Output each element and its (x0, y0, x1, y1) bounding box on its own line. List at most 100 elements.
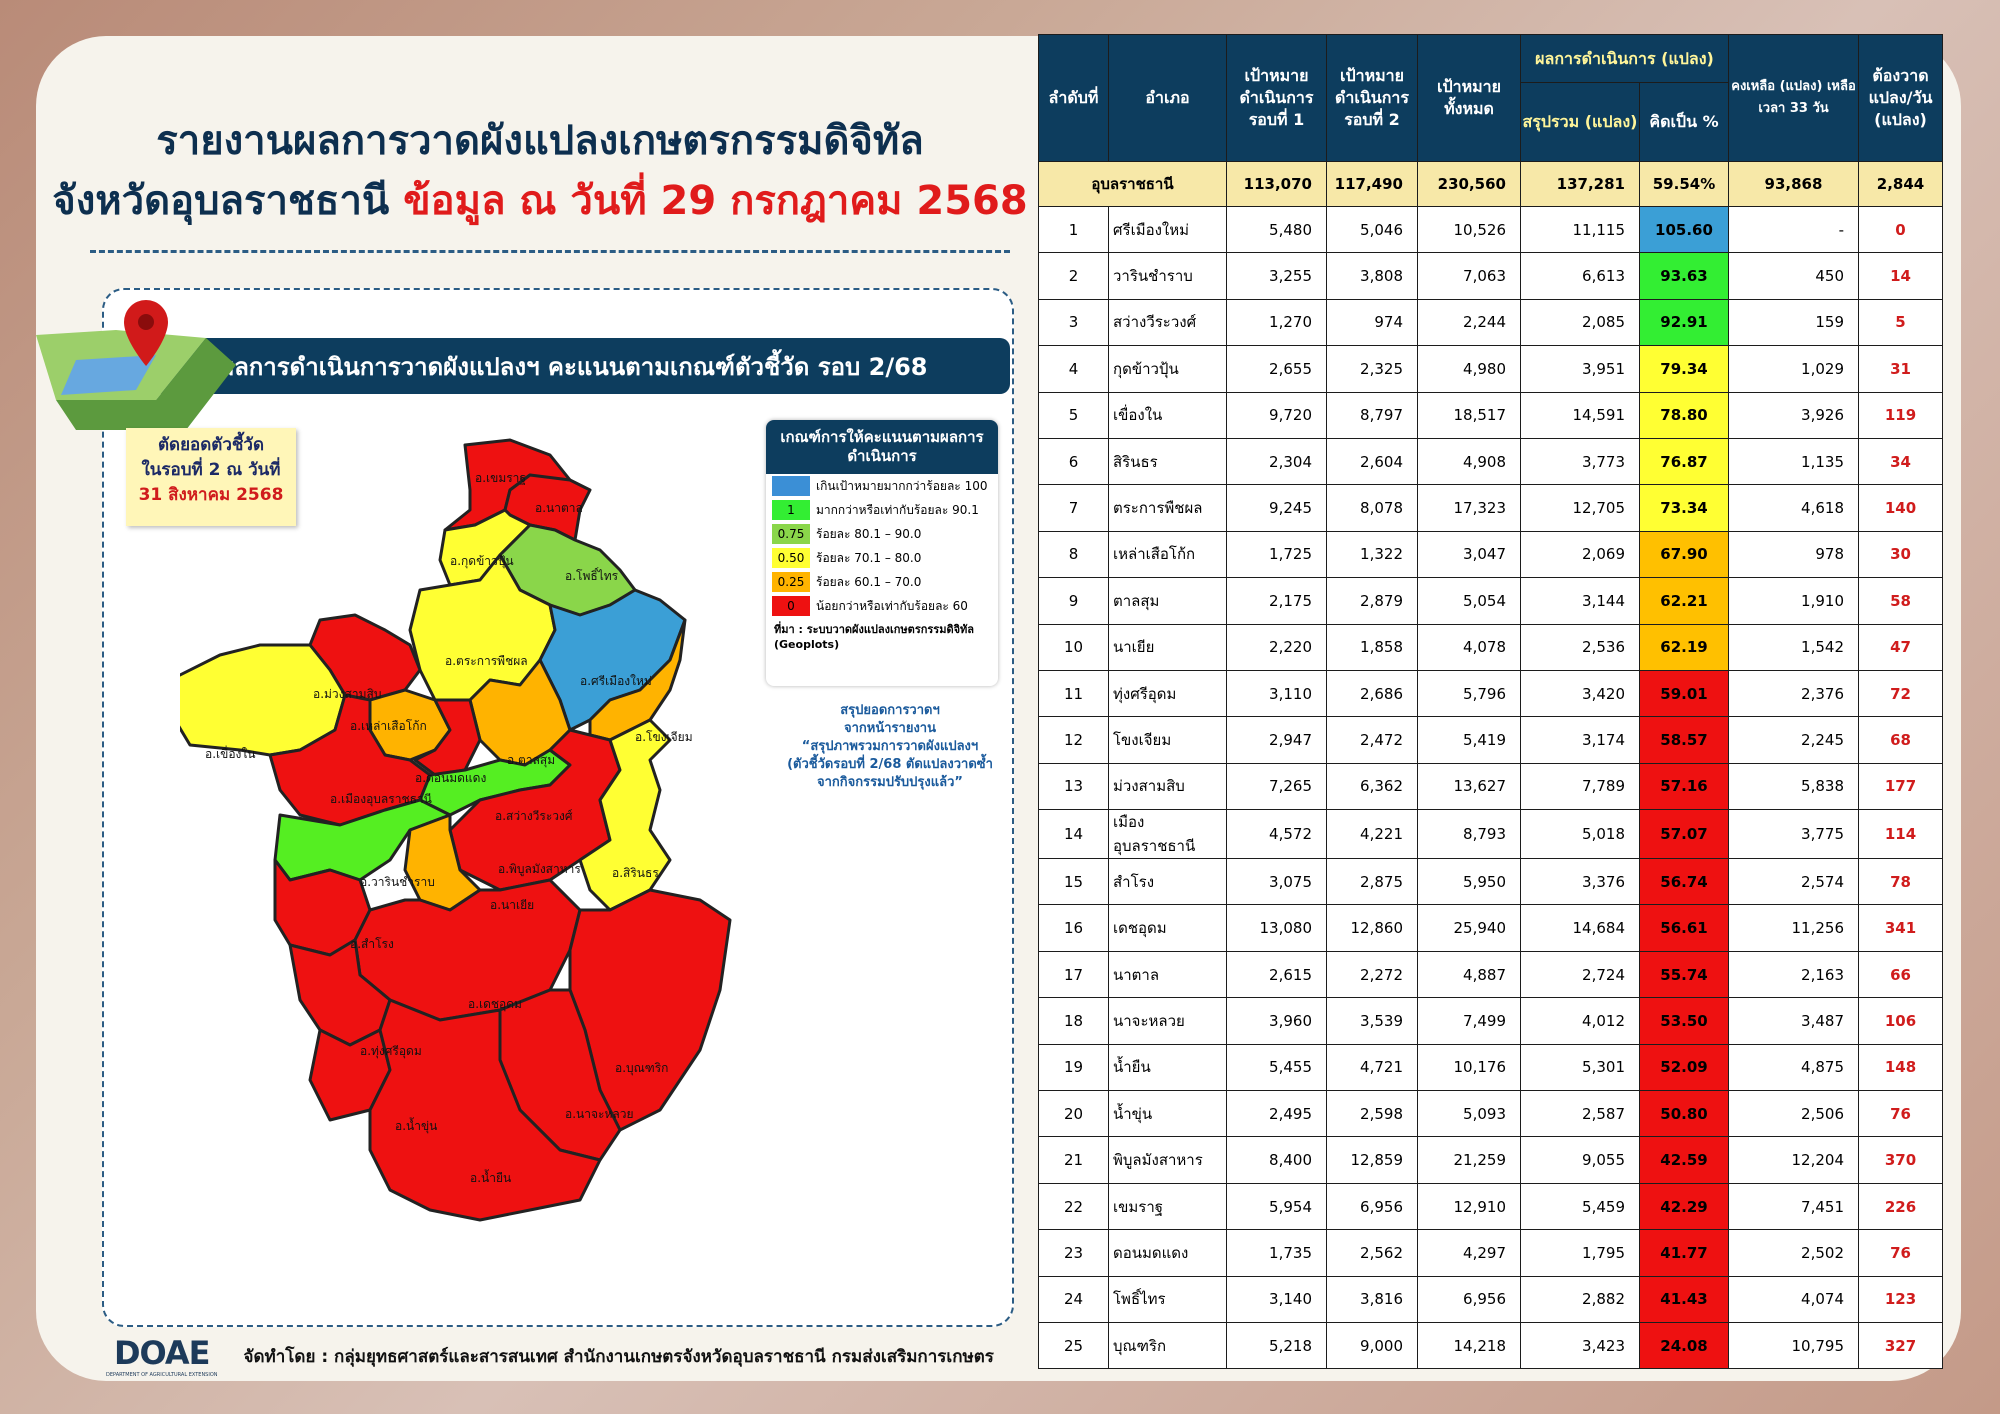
cell-target2: 3,808 (1326, 252, 1418, 300)
cell-district: ตระการพืชผล (1108, 484, 1227, 532)
district-table: ลำดับที่ อำเภอ เป้าหมายดำเนินการรอบที่ 1… (1038, 34, 1943, 1370)
legend-title: เกณฑ์การให้คะแนนตามผลการดำเนินการ (766, 420, 998, 474)
legend-row: เกินเป้าหมายมากกว่าร้อยละ 100 (766, 474, 998, 498)
cell-total: 6,956 (1417, 1275, 1521, 1323)
cell-district: เขมราฐ (1108, 1182, 1227, 1231)
col-header-result: ผลการดำเนินการ (แปลง) (1520, 34, 1729, 83)
cell-remain: 4,074 (1728, 1275, 1859, 1323)
cell-pct: 67.90 (1639, 530, 1729, 579)
cell-target2: 2,272 (1326, 950, 1418, 999)
map-label-mueang-ubon: อ.เมืองอุบลราชธานี (330, 792, 432, 807)
cell-pct: 93.63 (1639, 252, 1729, 300)
legend-row: 0.25 ร้อยละ 60.1 – 70.0 (766, 570, 998, 594)
table-row: 2 วารินชำราบ 3,255 3,808 7,063 6,613 93.63 450 1… (1038, 252, 1943, 300)
cell-target2: 8,078 (1326, 484, 1418, 532)
cell-remain: 3,487 (1728, 997, 1859, 1045)
cell-pct: 56.74 (1639, 858, 1729, 906)
cell-total: 5,419 (1417, 716, 1521, 764)
cell-pct: 55.74 (1639, 950, 1729, 999)
legend-swatch: 1 (772, 500, 810, 520)
cell-total: 10,526 (1417, 205, 1521, 254)
cell-target2: 1,858 (1326, 623, 1418, 671)
cell-sum: 3,376 (1520, 858, 1640, 906)
col-header-district: อำเภอ (1108, 34, 1227, 162)
cell-perday: 5 (1858, 298, 1943, 347)
cell-target2: 3,539 (1326, 997, 1418, 1045)
cell-no: 14 (1038, 809, 1109, 860)
table-row: 1 ศรีเมืองใหม่ 5,480 5,046 10,526 11,115 105.6… (1038, 205, 1943, 254)
cell-pct: 78.80 (1639, 391, 1729, 439)
map-label-na-chaluai: อ.นาจะหลวย (565, 1107, 633, 1121)
cell-no: 12 (1038, 716, 1109, 764)
cell-target2: 6,956 (1326, 1182, 1418, 1231)
cell-target1: 13,080 (1226, 904, 1327, 952)
cell-remain: 10,795 (1728, 1321, 1859, 1370)
col-header-remain: คงเหลือ (แปลง) เหลือเวลา 33 วัน (1728, 34, 1859, 162)
cutoff-note-line1: ตัดยอดตัวชี้วัด (157, 435, 264, 455)
legend-swatch: 0 (772, 596, 810, 616)
cell-total: 12,910 (1417, 1182, 1521, 1231)
cell-perday: 78 (1858, 858, 1943, 906)
cell-sum: 3,144 (1520, 577, 1640, 625)
cell-target1: 8,400 (1226, 1136, 1327, 1184)
cell-target2: 12,859 (1326, 1136, 1418, 1184)
cell-district: โพธิ์ไทร (1108, 1275, 1227, 1323)
cell-target1: 4,572 (1226, 809, 1327, 860)
legend-label: ร้อยละ 60.1 – 70.0 (816, 574, 922, 589)
map-label-na-yia: อ.นาเยีย (490, 898, 534, 912)
cell-target1: 2,947 (1226, 716, 1327, 764)
cell-district: เมืองอุบลราชธานี (1108, 809, 1227, 860)
cell-total: 4,980 (1417, 345, 1521, 393)
table-row: 13 ม่วงสามสิบ 7,265 6,362 13,627 7,789 57.16 5,… (1038, 762, 1943, 811)
cell-total: 13,627 (1417, 762, 1521, 811)
legend-label: ร้อยละ 70.1 – 80.0 (816, 550, 922, 565)
cell-target2: 6,362 (1326, 762, 1418, 811)
cell-target1: 1,725 (1226, 530, 1327, 579)
cell-target1: 2,495 (1226, 1090, 1327, 1138)
cell-target2: 2,472 (1326, 716, 1418, 764)
cell-pct: 62.19 (1639, 623, 1729, 671)
cell-total: 17,323 (1417, 484, 1521, 532)
col-header-pct: คิดเป็น % (1639, 82, 1729, 162)
province-remain: 93,868 (1728, 161, 1859, 207)
cell-pct: 53.50 (1639, 997, 1729, 1045)
map-banner: ผลการดำเนินการวาดผังแปลงฯ คะแนนตามเกณฑ์ต… (130, 338, 1010, 394)
cell-pct: 76.87 (1639, 437, 1729, 486)
cell-perday: 341 (1858, 904, 1943, 952)
cell-target1: 3,960 (1226, 997, 1327, 1045)
legend-swatch: 0.50 (772, 548, 810, 568)
legend-label: มากกว่าหรือเท่ากับร้อยละ 90.1 (816, 502, 979, 517)
district-sirindhorn (578, 718, 672, 912)
table-row: 9 ตาลสุม 2,175 2,879 5,054 3,144 62.21 1,910 58 (1038, 577, 1943, 625)
cell-district: ศรีเมืองใหม่ (1108, 205, 1227, 254)
cell-sum: 2,069 (1520, 530, 1640, 579)
cell-district: ทุ่งศรีอุดม (1108, 669, 1227, 718)
cell-sum: 3,420 (1520, 669, 1640, 718)
cell-target1: 5,218 (1226, 1321, 1327, 1370)
table-row: 21 พิบูลมังสาหาร 8,400 12,859 21,259 9,055 42.… (1038, 1136, 1943, 1184)
cell-sum: 1,795 (1520, 1229, 1640, 1277)
province-row: อุบลราชธานี 113,070 117,490 230,560 137,… (1038, 161, 1943, 207)
cutoff-note-line2: ในรอบที่ 2 ณ วันที่ (141, 460, 281, 480)
cell-no: 22 (1038, 1182, 1109, 1231)
cell-perday: 66 (1858, 950, 1943, 999)
cell-pct: 62.21 (1639, 577, 1729, 625)
cell-perday: 0 (1858, 205, 1943, 254)
cell-total: 7,063 (1417, 252, 1521, 300)
cell-pct: 73.34 (1639, 484, 1729, 532)
cell-perday: 31 (1858, 345, 1943, 393)
cell-target2: 2,686 (1326, 669, 1418, 718)
cell-target1: 2,220 (1226, 623, 1327, 671)
table-row: 12 โขงเจียม 2,947 2,472 5,419 3,174 58.57 2,245… (1038, 716, 1943, 764)
cell-pct: 59.01 (1639, 669, 1729, 718)
cell-target2: 12,860 (1326, 904, 1418, 952)
cell-target1: 3,110 (1226, 669, 1327, 718)
cell-target2: 4,221 (1326, 809, 1418, 860)
cell-pct: 52.09 (1639, 1043, 1729, 1092)
cell-remain: - (1728, 205, 1859, 254)
map-label-si-mueang-mai: อ.ศรีเมืองใหม่ (580, 674, 652, 688)
cell-sum: 7,789 (1520, 762, 1640, 811)
cell-no: 11 (1038, 669, 1109, 718)
map-label-kut-khaopun: อ.กุดข้าวปุ้น (450, 554, 514, 569)
cell-sum: 5,301 (1520, 1043, 1640, 1092)
